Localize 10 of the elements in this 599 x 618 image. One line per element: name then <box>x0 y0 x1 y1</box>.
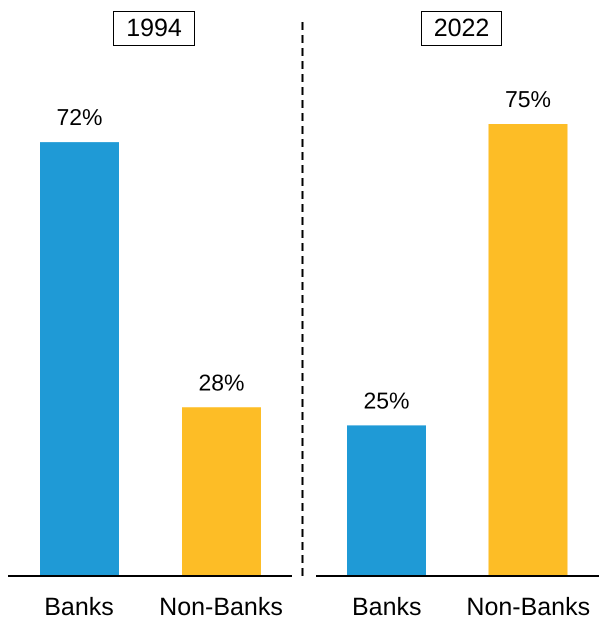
x-tick-label: Non-Banks <box>466 592 590 618</box>
data-label: 75% <box>504 86 552 112</box>
data-label: 72% <box>56 104 103 130</box>
x-tick-label: Banks <box>352 592 422 618</box>
data-label: 28% <box>198 369 245 396</box>
x-tick-label: Banks <box>44 592 114 618</box>
data-label: 25% <box>363 387 410 414</box>
chart-title: 1994 <box>113 11 195 46</box>
x-tick-label: Non-Banks <box>159 592 283 618</box>
chart-title: 2022 <box>420 11 502 46</box>
